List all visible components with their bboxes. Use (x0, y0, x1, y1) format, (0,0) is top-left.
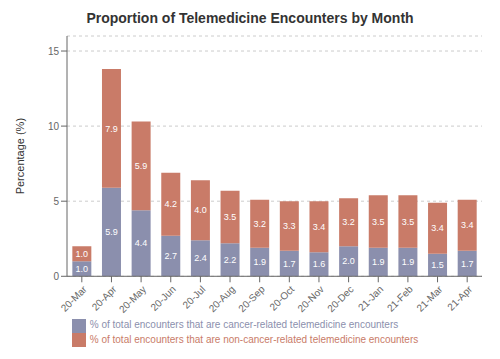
html-text:Proportion of Telemedicine Enc: Proportion of Telemedicine Encounters by… (86, 10, 414, 26)
svg-text:20-Dec: 20-Dec (325, 284, 356, 315)
svg-text:4.0: 4.0 (194, 205, 207, 215)
svg-text:20-Sep: 20-Sep (236, 283, 267, 314)
svg-text:5.9: 5.9 (105, 227, 118, 237)
svg-text:1.0: 1.0 (76, 249, 89, 259)
svg-text:5: 5 (53, 196, 59, 207)
svg-text:2.4: 2.4 (194, 253, 207, 263)
svg-text:2.0: 2.0 (342, 256, 355, 266)
svg-text:1.9: 1.9 (402, 257, 415, 267)
svg-text:20-Aug: 20-Aug (207, 284, 238, 315)
svg-text:3.4: 3.4 (461, 220, 474, 230)
svg-text:3.4: 3.4 (313, 222, 326, 232)
svg-text:2.2: 2.2 (224, 255, 237, 265)
svg-text:20-Nov: 20-Nov (295, 284, 326, 315)
svg-text:20-Jul: 20-Jul (180, 284, 207, 311)
svg-text:1.0: 1.0 (76, 264, 89, 274)
svg-text:1.7: 1.7 (461, 259, 474, 269)
svg-text:0: 0 (53, 271, 59, 282)
svg-text:21-Jan: 21-Jan (356, 284, 385, 313)
svg-text:21-Apr: 21-Apr (445, 283, 474, 312)
svg-text:20-Mar: 20-Mar (59, 283, 90, 314)
svg-text:21-Feb: 21-Feb (385, 283, 415, 313)
svg-text:4.2: 4.2 (165, 199, 178, 209)
svg-text:Percentage (%): Percentage (%) (14, 118, 26, 194)
svg-text:1.9: 1.9 (253, 257, 266, 267)
svg-text:4.4: 4.4 (135, 238, 148, 248)
svg-text:1.7: 1.7 (283, 259, 296, 269)
svg-text:20-Jun: 20-Jun (148, 284, 177, 313)
svg-text:1.5: 1.5 (431, 260, 444, 270)
svg-text:1.9: 1.9 (372, 257, 385, 267)
svg-text:2.7: 2.7 (165, 251, 178, 261)
svg-text:1.6: 1.6 (313, 259, 326, 269)
svg-text:5.9: 5.9 (135, 161, 148, 171)
html-text:% of total encounters that are: % of total encounters that are cancer-re… (89, 319, 399, 331)
svg-text:3.5: 3.5 (372, 217, 385, 227)
svg-text:20-Oct: 20-Oct (267, 283, 296, 312)
svg-text:3.5: 3.5 (402, 217, 415, 227)
svg-text:3.5: 3.5 (224, 212, 237, 222)
html-text:% of total encounters that are: % of total encounters that are non-cance… (89, 333, 419, 345)
svg-text:3.3: 3.3 (283, 221, 296, 231)
svg-text:7.9: 7.9 (105, 124, 118, 134)
svg-text:21-Mar: 21-Mar (414, 283, 445, 314)
svg-text:3.2: 3.2 (253, 219, 266, 229)
svg-text:10: 10 (48, 121, 60, 132)
svg-text:15: 15 (48, 46, 60, 57)
svg-text:3.2: 3.2 (342, 217, 355, 227)
svg-text:20-May: 20-May (117, 284, 148, 315)
svg-text:20-Apr: 20-Apr (90, 283, 119, 312)
svg-text:3.4: 3.4 (431, 223, 444, 233)
